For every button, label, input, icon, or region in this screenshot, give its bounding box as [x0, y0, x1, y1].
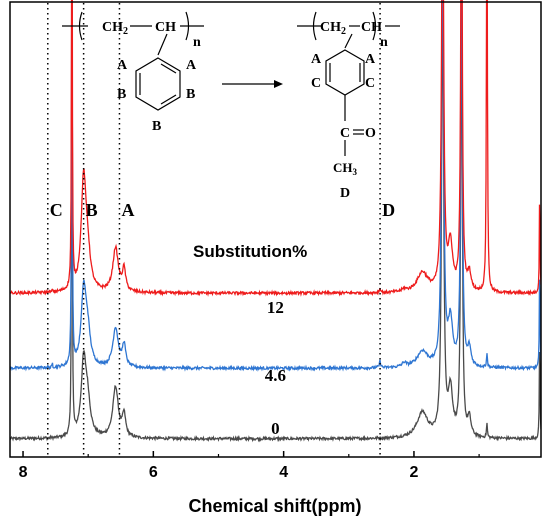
d-label: D	[340, 186, 350, 201]
left-ring-a2: A	[186, 58, 197, 73]
x-axis-title: Chemical shift(ppm)	[188, 496, 361, 516]
left-ring-b3: B	[152, 119, 161, 134]
marker-label-b: B	[86, 200, 98, 220]
spectrum-lines	[10, 0, 541, 443]
axes: 8 6 4 2	[9, 1, 542, 481]
x-tick-label: 8	[19, 464, 28, 481]
right-ring-a1: A	[311, 52, 322, 67]
series-label-0: 0	[271, 419, 280, 438]
right-ch2: CH2	[320, 20, 346, 37]
left-ring-b2: B	[186, 87, 195, 102]
legend-title: Substitution%	[193, 242, 307, 261]
carbonyl-c: C	[340, 126, 350, 141]
carbonyl-o: O	[365, 126, 376, 141]
x-tick-label: 6	[149, 464, 158, 481]
right-ring-c2: C	[365, 76, 375, 91]
left-ring-a1: A	[117, 58, 128, 73]
acetylated-structure: CH2 CH n A A C C C O CH3 D	[297, 11, 400, 201]
series-line-12	[10, 0, 541, 297]
right-ring-c1: C	[311, 76, 321, 91]
series-line-0	[10, 0, 541, 443]
marker-label-a: A	[121, 200, 134, 220]
series-line-4-6	[10, 0, 541, 372]
left-ch2: CH2	[102, 20, 128, 37]
methyl: CH3	[333, 160, 358, 177]
right-ring-a2: A	[365, 52, 376, 67]
right-n: n	[380, 35, 388, 50]
left-ring-b1: B	[117, 87, 126, 102]
reaction-arrow	[222, 80, 283, 88]
x-tick-label: 2	[409, 464, 418, 481]
marker-label-c: C	[50, 200, 63, 220]
x-tick-label: 4	[279, 464, 288, 481]
left-n: n	[193, 35, 201, 50]
polystyrene-structure: CH2 CH n A A B B B	[62, 11, 204, 134]
left-ch: CH	[155, 20, 176, 35]
plot-frame	[9, 1, 542, 458]
series-label-4-6: 4.6	[265, 366, 286, 385]
series-label-12: 12	[267, 298, 284, 317]
series-labels: 0 4.6 12	[265, 298, 286, 438]
marker-label-d: D	[382, 200, 395, 220]
right-ch: CH	[361, 20, 382, 35]
